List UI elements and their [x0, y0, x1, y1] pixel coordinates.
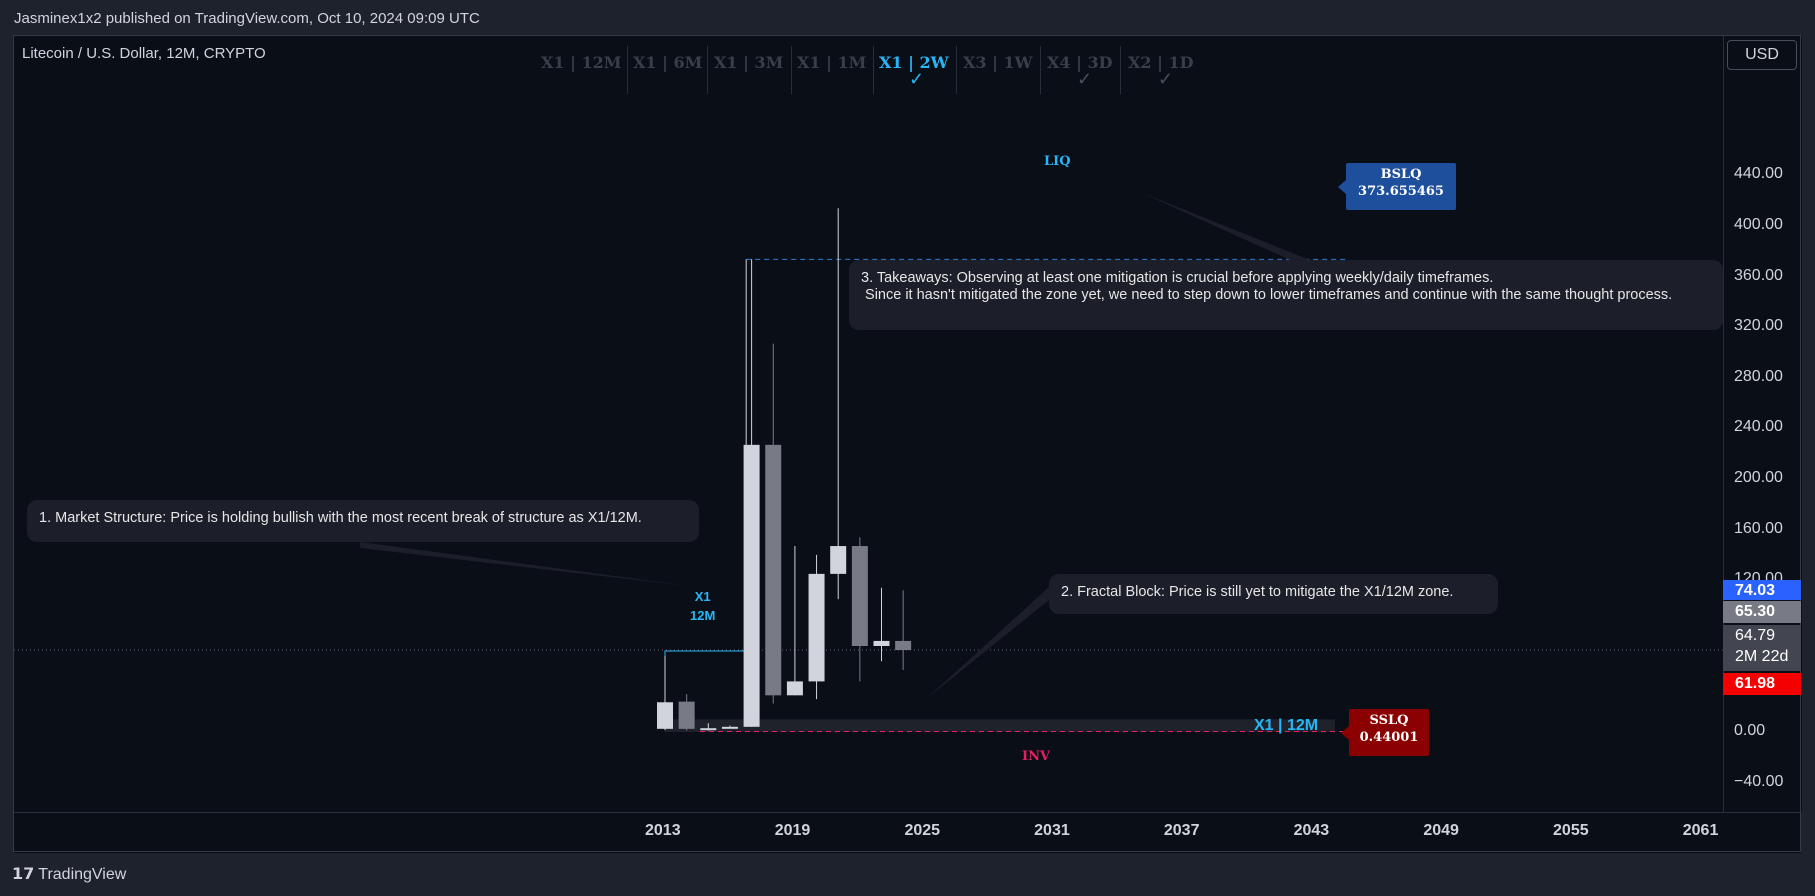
candle-body [895, 640, 912, 651]
sslq-value: 0.44001 [1359, 730, 1419, 745]
candle-body [765, 444, 782, 696]
price-tick-label: 440.00 [1734, 165, 1783, 183]
structure-break-line [664, 650, 746, 669]
sslq-box-arrow [1341, 726, 1349, 740]
candle-body [678, 701, 695, 729]
time-tick-label: 2061 [1682, 822, 1719, 839]
time-tick-label: 2055 [1553, 822, 1589, 839]
price-tag: 64.79 2M 22d [1723, 625, 1801, 671]
candle-body [721, 726, 738, 729]
tradingview-brand: TradingView [38, 866, 127, 883]
time-tick-label: 2013 [645, 822, 681, 839]
time-tick-label: 2049 [1423, 822, 1459, 839]
price-tick-label: 400.00 [1734, 216, 1783, 233]
note-market-structure[interactable]: 1. Market Structure: Price is holding bu… [27, 500, 699, 542]
publish-bar: Jasminex1x2 published on TradingView.com… [0, 0, 1815, 36]
fractal-zone-band [665, 719, 1335, 732]
candle-body [743, 444, 760, 727]
timeframe-label[interactable]: X1 | 1M [797, 53, 867, 72]
timeframe-separator [956, 46, 957, 94]
timeframe-separator [1120, 46, 1121, 94]
timeframe-label[interactable]: X1 | 3M [714, 53, 784, 72]
price-tick-label: 360.00 [1734, 266, 1783, 284]
candle-body [873, 640, 890, 646]
inv-label: INV [1022, 749, 1051, 764]
price-tick-label: 280.00 [1734, 367, 1783, 385]
bslq-title: BSLQ [1380, 167, 1422, 182]
currency-button[interactable]: USD [1727, 40, 1797, 70]
note1-pointer [360, 542, 689, 586]
timeframe-separator [627, 46, 628, 94]
candle-body [786, 681, 803, 696]
note2-pointer [925, 587, 1049, 700]
price-tick-label: 0.00 [1734, 722, 1766, 739]
x1-12m-structure-label: X1 12M [690, 589, 716, 623]
note-takeaways[interactable]: 3. Takeaways: Observing at least one mit… [849, 260, 1723, 330]
liq-label: LIQ [1044, 154, 1071, 169]
x1-12m-zone-label: X1 | 12M [1254, 717, 1319, 734]
price-tick-label: 200.00 [1734, 469, 1783, 486]
timeframe-label[interactable]: X4 | 3D [1047, 53, 1113, 72]
timeframe-label[interactable]: X1 | 12M [541, 53, 622, 72]
timeframe-label[interactable]: X1 | 2W [879, 53, 949, 72]
published-info: Jasminex1x2 published on TradingView.com… [14, 10, 480, 27]
tradingview-logo[interactable]: 𝟭𝟳 TradingView [12, 864, 126, 884]
price-tick-label: 160.00 [1734, 519, 1783, 537]
bslq-box-bg [1346, 163, 1456, 210]
price-tag: 74.03 [1723, 580, 1801, 600]
timeframe-separator [1040, 46, 1041, 94]
price-tag: 61.98 [1723, 673, 1801, 695]
bslq-value: 373.655465 [1358, 184, 1444, 199]
timeframe-label[interactable]: X2 | 1D [1128, 53, 1194, 72]
timeframe-separator [791, 46, 792, 94]
sslq-box[interactable]: SSLQ 0.44001 [1349, 712, 1429, 746]
checkmark-icon: ✓ [1077, 69, 1093, 89]
timeframe-label[interactable]: X3 | 1W [963, 53, 1033, 72]
sslq-box-bg [1349, 709, 1429, 756]
price-tag: 65.30 [1723, 601, 1801, 623]
tradingview-logo-icon: 𝟭𝟳 [12, 866, 35, 883]
note3-pointer [1140, 192, 1310, 260]
candle-body [851, 546, 868, 646]
bslq-box[interactable]: BSLQ 373.655465 [1346, 166, 1456, 200]
timeframe-label[interactable]: X1 | 6M [633, 53, 703, 72]
price-tick-label: 240.00 [1734, 418, 1783, 436]
time-tick-label: 2031 [1034, 822, 1070, 839]
note-fractal-block[interactable]: 2. Fractal Block: Price is still yet to … [1049, 574, 1498, 614]
sslq-title: SSLQ [1369, 713, 1409, 728]
candle-body [657, 702, 673, 729]
time-tick-label: 2043 [1293, 822, 1330, 839]
candle-body [808, 573, 825, 682]
checkmark-icon: ✓ [909, 69, 925, 89]
price-tick-label: −40.00 [1734, 772, 1784, 790]
time-tick-label: 2019 [774, 822, 811, 839]
time-axis[interactable] [14, 812, 1801, 853]
candle-body [700, 728, 717, 731]
symbol-title[interactable]: Litecoin / U.S. Dollar, 12M, CRYPTO [22, 45, 266, 62]
time-tick-label: 2025 [904, 822, 941, 839]
timeframe-separator [873, 46, 874, 94]
bslq-box-arrow [1338, 180, 1346, 194]
candle-body [830, 546, 847, 574]
timeframe-separator [707, 46, 708, 94]
price-tick-label: 320.00 [1734, 317, 1783, 335]
time-tick-label: 2037 [1163, 822, 1200, 839]
checkmark-icon: ✓ [1158, 69, 1174, 89]
